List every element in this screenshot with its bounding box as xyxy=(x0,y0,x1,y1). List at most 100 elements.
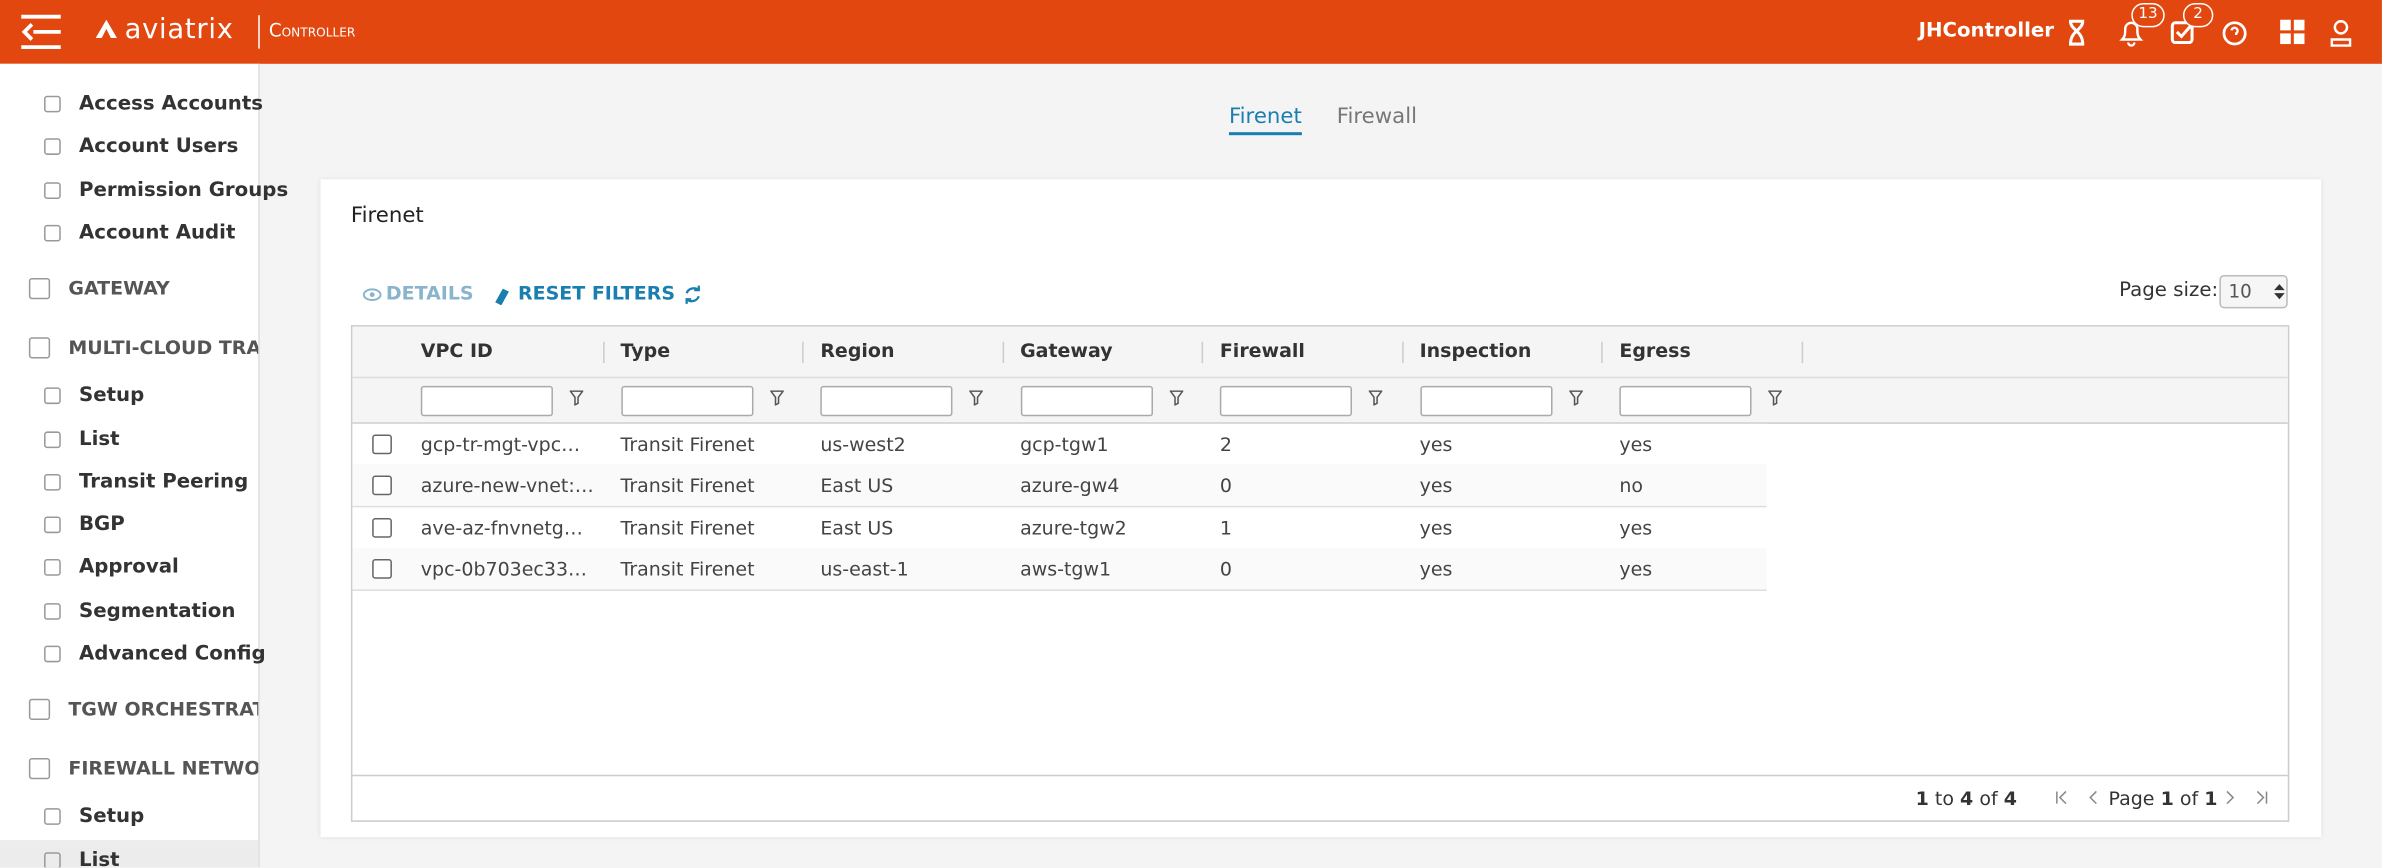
filter-input[interactable] xyxy=(1419,385,1552,417)
table-row xyxy=(352,506,1766,550)
nav-section[interactable]: FIREWALL NETWOR xyxy=(68,756,259,780)
table-row xyxy=(352,465,1766,508)
pagination-text: of xyxy=(1979,786,1998,810)
column-separator xyxy=(1601,341,1603,364)
filter-input[interactable] xyxy=(1219,385,1352,417)
filter-icon[interactable] xyxy=(569,390,584,406)
nav-icon xyxy=(28,699,51,721)
nav-section[interactable]: MULTI-CLOUD TRAN xyxy=(68,336,259,359)
nav-item[interactable]: Advanced Config xyxy=(78,642,266,666)
column-separator xyxy=(1401,341,1403,364)
tab[interactable]: Firenet xyxy=(1228,105,1302,136)
pagination-text: to xyxy=(1934,786,1954,810)
nav-item[interactable]: BGP xyxy=(78,513,125,537)
sidebar xyxy=(0,63,260,868)
filter-input[interactable] xyxy=(420,385,553,417)
nav-item[interactable]: Account Audit xyxy=(78,221,236,245)
filter-icon[interactable] xyxy=(769,390,784,406)
table-cell: no xyxy=(1619,474,1644,498)
nav-icon xyxy=(44,224,61,242)
pager-button[interactable] xyxy=(2087,790,2101,805)
filter-icon[interactable] xyxy=(1368,390,1383,406)
product: Controller xyxy=(268,19,356,42)
nav-item[interactable]: Approval xyxy=(78,556,179,580)
page-size-value: 10 xyxy=(2228,281,2252,303)
table-row xyxy=(352,423,1766,467)
table-row xyxy=(352,548,1766,591)
table-cell: East US xyxy=(820,515,894,539)
card-title: Firenet xyxy=(350,203,424,228)
table-cell: Transit Firenet xyxy=(620,557,755,581)
nav-item[interactable]: Setup xyxy=(78,384,145,408)
table-cell: yes xyxy=(1419,557,1453,581)
nav-icon xyxy=(44,559,61,577)
table-cell: aws-tgw1 xyxy=(1020,557,1112,581)
table-cell: yes xyxy=(1619,557,1653,581)
details-button[interactable]: DETAILS xyxy=(385,281,474,304)
pager-button[interactable] xyxy=(2224,790,2238,805)
table-cell: ave-az-fnvnetg… xyxy=(420,515,583,539)
table-cell: yes xyxy=(1419,515,1453,539)
filter-icon[interactable] xyxy=(969,390,983,406)
nav-item[interactable]: Account Users xyxy=(78,135,239,159)
filter-icon[interactable] xyxy=(1768,390,1782,406)
logo-mark xyxy=(95,19,117,38)
pagination-text: Page xyxy=(2108,786,2155,810)
column-separator xyxy=(1201,341,1204,364)
pager-button[interactable] xyxy=(2055,790,2069,805)
column-separator xyxy=(1001,341,1004,364)
table-cell: 1 xyxy=(1219,515,1232,539)
filter-input[interactable] xyxy=(820,385,953,417)
nav-item[interactable]: Setup xyxy=(78,805,145,829)
row-checkbox[interactable] xyxy=(372,434,392,455)
tab[interactable]: Firewall xyxy=(1336,104,1418,130)
pagination-text: 4 xyxy=(1960,786,1974,810)
nav-section[interactable]: GATEWAY xyxy=(68,276,170,300)
nav-section[interactable]: TGW ORCHESTRATO xyxy=(68,697,258,721)
nav-icon xyxy=(28,337,51,359)
footer-divider xyxy=(352,774,2288,777)
header-icons[interactable] xyxy=(2066,18,2370,48)
nav-item[interactable]: List xyxy=(78,427,120,451)
table-cell: 2 xyxy=(1219,432,1232,456)
pager-button[interactable] xyxy=(2256,790,2270,805)
reset-filters-button[interactable]: RESET FILTERS xyxy=(518,281,676,304)
filter-input[interactable] xyxy=(620,385,753,417)
task-badge: 2 xyxy=(2182,3,2214,28)
nav-icon xyxy=(44,387,61,405)
pagination-text: 1 xyxy=(2160,786,2174,810)
filter-icon[interactable] xyxy=(1568,390,1583,406)
menu-button[interactable] xyxy=(18,12,64,51)
column-separator xyxy=(1800,341,1803,364)
table-cell: gcp-tgw1 xyxy=(1020,432,1109,456)
nav-item[interactable]: Permission Groups xyxy=(78,178,289,202)
table-cell: Transit Firenet xyxy=(620,474,755,498)
page-size-select[interactable]: 10 xyxy=(2219,274,2288,309)
filter-icon[interactable] xyxy=(1168,390,1183,406)
filter-divider xyxy=(352,376,2288,379)
filter-input[interactable] xyxy=(1619,385,1752,417)
column-header[interactable]: Inspection xyxy=(1419,338,1532,362)
nav-item[interactable]: List xyxy=(78,848,120,868)
row-checkbox[interactable] xyxy=(372,558,392,579)
column-header[interactable]: Gateway xyxy=(1020,338,1113,362)
column-header[interactable]: Egress xyxy=(1619,338,1691,362)
nav-icon xyxy=(28,278,51,300)
nav-icon xyxy=(44,808,61,826)
table-cell: yes xyxy=(1419,432,1453,456)
nav-item[interactable]: Access Accounts xyxy=(78,92,264,116)
nav-item[interactable]: Segmentation xyxy=(78,599,236,623)
row-checkbox[interactable] xyxy=(372,475,392,496)
table-cell: yes xyxy=(1419,474,1453,498)
controller-name[interactable]: JHController xyxy=(1918,19,2055,43)
column-header[interactable]: VPC ID xyxy=(420,338,493,362)
column-header[interactable]: Type xyxy=(620,338,671,362)
nav-item[interactable]: Transit Peering xyxy=(78,470,249,494)
row-checkbox[interactable] xyxy=(372,517,392,538)
table-cell: vpc-0b703ec33… xyxy=(420,557,588,581)
filter-input[interactable] xyxy=(1020,385,1153,417)
table-cell: yes xyxy=(1619,515,1653,539)
column-header[interactable]: Firewall xyxy=(1219,338,1305,362)
column-header[interactable]: Region xyxy=(820,338,895,362)
table-cell: us-west2 xyxy=(820,432,906,456)
